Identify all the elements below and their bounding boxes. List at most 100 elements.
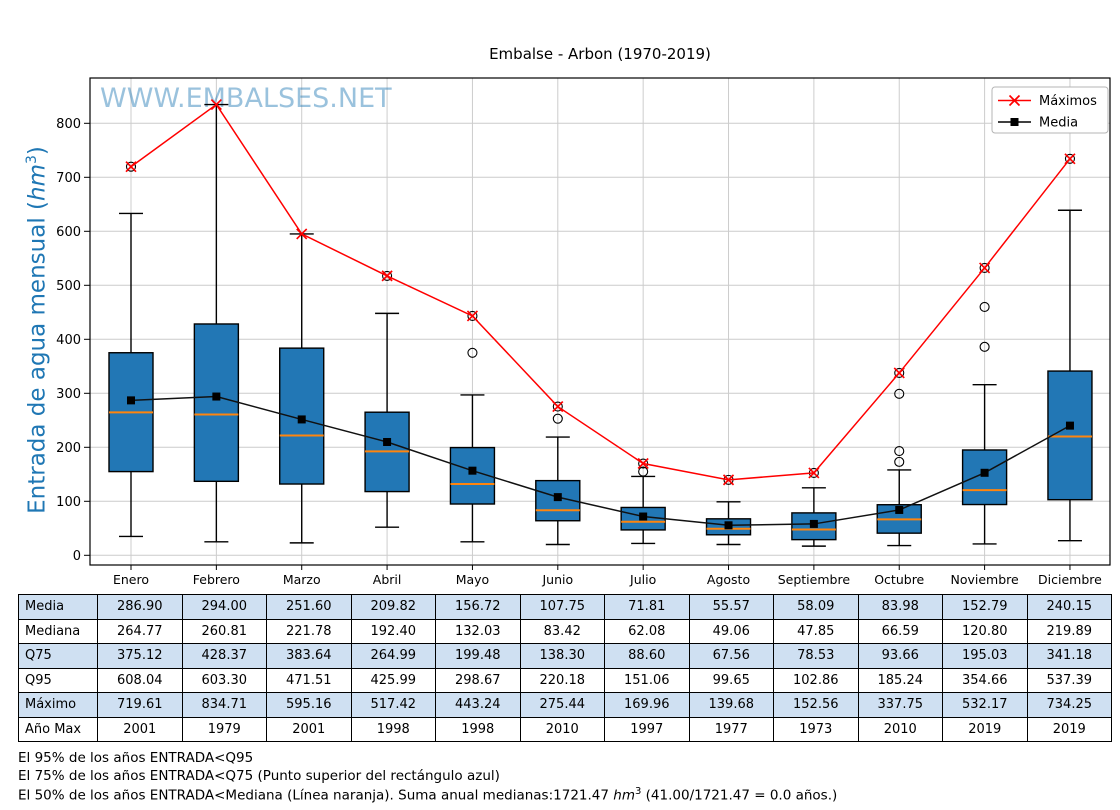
table-cell: 120.80 <box>942 618 1028 644</box>
maximos-x-marker <box>1064 153 1076 165</box>
maximos-x-marker <box>552 400 564 413</box>
table-cell: 428.37 <box>181 643 267 669</box>
table-cell: 383.64 <box>266 643 352 669</box>
footnote-q75: El 75% de los años ENTRADA<Q75 (Punto su… <box>18 768 500 784</box>
table-cell: 471.51 <box>266 667 352 693</box>
x-tick-label: Mayo <box>456 572 490 587</box>
outlier-point <box>894 446 905 457</box>
table-cell: 55.57 <box>688 594 774 620</box>
table-row: Q95 608.04 603.30 471.51 425.99 298.67 220.18 1… <box>18 667 1112 693</box>
x-tick-label: Septiembre <box>778 572 851 587</box>
table-cell: 294.00 <box>181 594 267 620</box>
table-cell: 834.71 <box>181 692 267 718</box>
table-cell: 2019 <box>1026 716 1112 742</box>
table-cell: 47.85 <box>773 618 859 644</box>
chart-title: Embalse - Arbon (1970-2019) <box>489 45 711 63</box>
table-cell: 1998 <box>350 716 436 742</box>
table-cell: 156.72 <box>435 594 521 620</box>
table-cell: 260.81 <box>181 618 267 644</box>
maximos-x-marker <box>381 270 393 282</box>
media-marker <box>212 392 221 401</box>
table-cell: 537.39 <box>1026 667 1112 693</box>
table-cell: 62.08 <box>604 618 690 644</box>
y-tick-label: 800 <box>56 117 81 132</box>
table-row-label: Máximo <box>18 692 98 718</box>
outlier-point <box>467 347 478 358</box>
outlier-point <box>382 270 393 281</box>
outlier-point <box>894 367 905 378</box>
y-tick-label: 300 <box>56 387 81 402</box>
media-marker <box>980 468 989 477</box>
table-cell: 240.15 <box>1026 594 1112 620</box>
maximos-x-marker <box>893 367 905 379</box>
iqr-box <box>791 512 837 541</box>
table-cell: 209.82 <box>350 594 436 620</box>
iqr-box <box>1047 370 1093 501</box>
maximos-x-marker <box>210 98 222 111</box>
x-tick-label: Agosto <box>707 572 750 587</box>
table-cell: 275.44 <box>519 692 605 718</box>
maximos-x-marker <box>1008 94 1021 107</box>
maximos-x-marker <box>808 467 820 479</box>
table-cell: 1973 <box>773 716 859 742</box>
table-cell: 67.56 <box>688 643 774 669</box>
legend-media-marker <box>1010 118 1019 126</box>
maximos-x-marker <box>296 228 308 240</box>
watermark: WWW.EMBALSES.NET <box>100 83 392 114</box>
media-line <box>130 395 1071 527</box>
outlier-point <box>979 301 990 312</box>
table-cell: 83.42 <box>519 618 605 644</box>
table-cell: 1998 <box>435 716 521 742</box>
table-row-label: Q95 <box>18 667 98 693</box>
plot-background <box>90 78 1110 565</box>
media-marker <box>553 493 562 502</box>
iqr-box <box>961 449 1008 506</box>
y-tick-label: 600 <box>56 225 81 240</box>
table-cell: 2001 <box>266 716 352 742</box>
outlier-point <box>894 456 905 467</box>
table-cell: 603.30 <box>181 667 267 693</box>
monthly-stats-table: Media 286.90 294.00 251.60 209.82 156.72 107.7… <box>18 594 1112 742</box>
x-tick-label: Noviembre <box>950 572 1019 587</box>
outlier-point <box>979 262 990 273</box>
table-row-label: Q75 <box>18 643 98 669</box>
table-cell: 1977 <box>688 716 774 742</box>
table-cell: 83.98 <box>857 594 943 620</box>
y-tick-label: 500 <box>56 279 81 294</box>
table-cell: 375.12 <box>97 643 183 669</box>
media-marker <box>1065 421 1074 430</box>
table-cell: 152.56 <box>773 692 859 718</box>
table-cell: 337.75 <box>857 692 943 718</box>
media-marker <box>127 396 135 405</box>
table-cell: 152.79 <box>942 594 1028 620</box>
y-tick-label: 100 <box>56 495 81 510</box>
footnote-median: El 50% de los años ENTRADA<Mediana (Líne… <box>18 786 838 804</box>
table-row: Año Max 2001 1979 2001 1998 1998 2010 1997 1977 1… <box>18 716 1112 742</box>
iqr-box <box>193 323 240 483</box>
x-tick-label: Octubre <box>874 572 924 587</box>
table-cell: 2010 <box>857 716 943 742</box>
x-tick-label: Enero <box>113 572 149 587</box>
outlier-point <box>552 401 563 412</box>
table-cell: 220.18 <box>519 667 605 693</box>
table-cell: 264.99 <box>350 643 436 669</box>
x-tick-label: Diciembre <box>1038 572 1102 587</box>
table-row: Media 286.90 294.00 251.60 209.82 156.72 107.7… <box>18 594 1112 620</box>
table-cell: 71.81 <box>604 594 690 620</box>
maximos-x-marker <box>466 310 479 322</box>
table-cell: 264.77 <box>97 618 183 644</box>
table-row: Mediana 264.77 260.81 221.78 192.40 132.03 83.… <box>18 618 1112 644</box>
table-row: Q75 375.12 428.37 383.64 264.99 199.48 138.30 8… <box>18 643 1112 669</box>
table-cell: 219.89 <box>1026 618 1112 644</box>
table-row-label: Media <box>18 594 98 620</box>
maximos-x-marker <box>637 457 649 470</box>
table-cell: 78.53 <box>773 643 859 669</box>
y-tick-label: 400 <box>56 333 81 348</box>
table-cell: 49.06 <box>688 618 774 644</box>
table-row-label: Mediana <box>18 618 98 644</box>
outlier-point <box>467 310 478 322</box>
x-tick-label: Julio <box>629 572 656 587</box>
table-cell: 99.65 <box>688 667 774 693</box>
table-cell: 88.60 <box>604 643 690 669</box>
